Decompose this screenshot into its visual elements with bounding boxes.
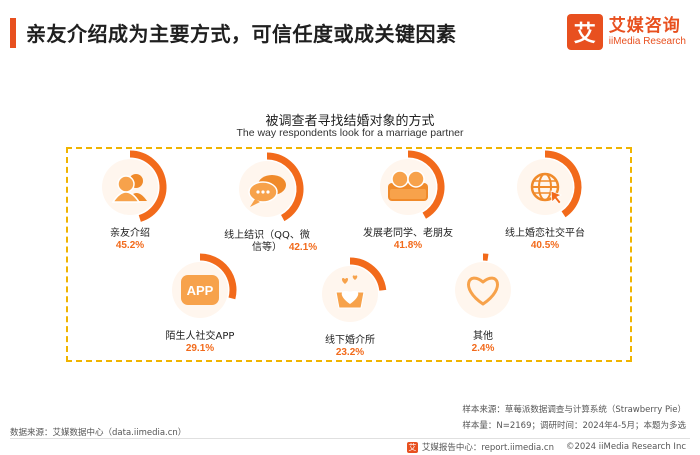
item-label: 其他 bbox=[473, 329, 493, 342]
item-label: 信等） bbox=[252, 240, 282, 253]
app-icon-label: APP bbox=[187, 283, 214, 298]
progress-arc bbox=[407, 150, 445, 219]
title-accent-bar bbox=[10, 18, 16, 48]
item-label: 线上结识（QQ、微 bbox=[224, 228, 310, 241]
hearts-gift-icon bbox=[335, 275, 365, 309]
app-icon: APP bbox=[181, 275, 219, 305]
chart-item: 其他2.4% bbox=[455, 253, 511, 354]
copyright: ©2024 iiMedia Research Inc bbox=[565, 442, 686, 452]
progress-arc bbox=[349, 257, 387, 291]
footer-bar: 艾 艾媒报告中心：report.iimedia.cn ©2024 iiMedia… bbox=[406, 441, 686, 453]
item-label: 亲友介绍 bbox=[110, 226, 150, 239]
progress-arc bbox=[199, 253, 237, 300]
chart-title: 被调查者寻找结婚对象的方式 bbox=[265, 114, 435, 129]
sample-size: 样本量：N=2169；调研时间：2024年4-5月；本题为多选 bbox=[462, 421, 686, 431]
progress-arc bbox=[129, 150, 167, 222]
chart-item: 线上结识（QQ、微信等） 42.1% bbox=[224, 152, 317, 253]
globe-cursor-icon bbox=[530, 172, 562, 205]
chart-subtitle: The way respondents look for a marriage … bbox=[236, 127, 464, 139]
logo-mark-icon: 艾 bbox=[566, 14, 603, 50]
item-label: 陌生人社交APP bbox=[166, 329, 235, 342]
logo-name-cn: 艾媒咨询 bbox=[608, 16, 681, 37]
value-label: 42.1% bbox=[289, 242, 317, 253]
chat-bubbles-icon bbox=[248, 175, 286, 207]
logo-name-en: iiMedia Research bbox=[608, 35, 686, 47]
value-label: 40.5% bbox=[531, 240, 559, 251]
value-label: 41.8% bbox=[394, 240, 422, 251]
progress-arc bbox=[266, 152, 304, 222]
footer-divider bbox=[10, 438, 690, 439]
icon-disc bbox=[455, 262, 511, 318]
item-label: 发展老同学、老朋友 bbox=[363, 226, 453, 239]
sample-source: 样本来源：草莓派数据调查与计算系统（Strawberry Pie） bbox=[462, 405, 686, 415]
value-label: 2.4% bbox=[472, 343, 495, 354]
people-icon bbox=[111, 174, 147, 203]
brand-logo: 艾 艾媒咨询 iiMedia Research bbox=[566, 14, 686, 50]
chart-dashed-frame bbox=[66, 147, 632, 362]
value-label: 23.2% bbox=[336, 347, 364, 358]
sample-info: 样本来源：草莓派数据调查与计算系统（Strawberry Pie） 样本量：N=… bbox=[462, 402, 686, 434]
item-label: 线下婚介所 bbox=[325, 333, 375, 346]
mini-logo-icon: 艾 bbox=[406, 441, 418, 453]
heart-outline-icon bbox=[467, 276, 499, 306]
page-title: 亲友介绍成为主要方式，可信任度或成关键因素 bbox=[26, 22, 457, 46]
report-center-link[interactable]: 艾媒报告中心：report.iimedia.cn bbox=[421, 443, 554, 453]
data-source: 数据来源：艾媒数据中心（data.iimedia.cn） bbox=[10, 428, 187, 438]
value-label: 45.2% bbox=[116, 240, 144, 251]
item-label: 线上婚恋社交平台 bbox=[505, 226, 585, 239]
friends-icon bbox=[388, 170, 428, 201]
value-label: 29.1% bbox=[186, 343, 214, 354]
progress-arc bbox=[544, 150, 582, 218]
